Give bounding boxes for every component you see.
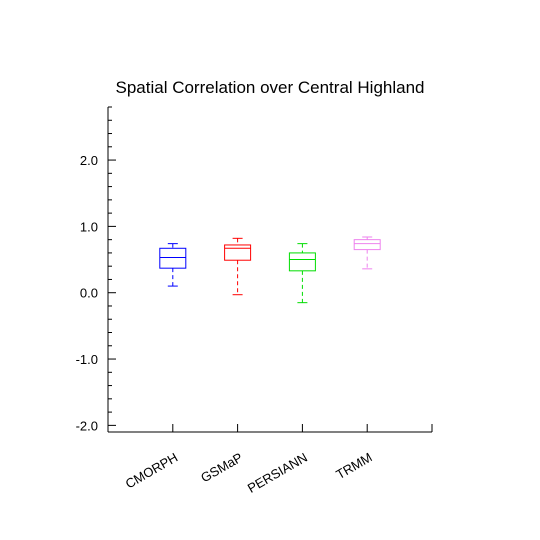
iqr-box <box>159 247 187 269</box>
x-category-label: TRMM <box>333 450 374 482</box>
x-category-label: GSMaP <box>198 450 245 486</box>
plot-axes: -2.0 -1.0 0.0 1.0 2.0 CMORPH GSMaP PERSIANN TRMM <box>76 106 433 496</box>
y-tick-label: -2.0 <box>76 418 98 433</box>
chart-title: Spatial Correlation over Central Highlan… <box>116 78 425 97</box>
y-tick-label: -1.0 <box>76 352 98 367</box>
box-persiann <box>288 243 316 304</box>
x-category-label: PERSIANN <box>245 450 310 496</box>
y-tick-label: 0.0 <box>80 286 98 301</box>
iqr-box <box>224 244 252 261</box>
box-cmorph <box>159 243 187 287</box>
iqr-box <box>353 239 381 251</box>
y-tick-label: 1.0 <box>80 219 98 234</box>
plot-marks <box>159 236 381 304</box>
iqr-box <box>288 252 316 272</box>
x-category-label: CMORPH <box>123 450 181 492</box>
y-tick-label: 2.0 <box>80 153 98 168</box>
box-gsmap <box>224 237 252 296</box>
box-trmm <box>353 236 381 270</box>
